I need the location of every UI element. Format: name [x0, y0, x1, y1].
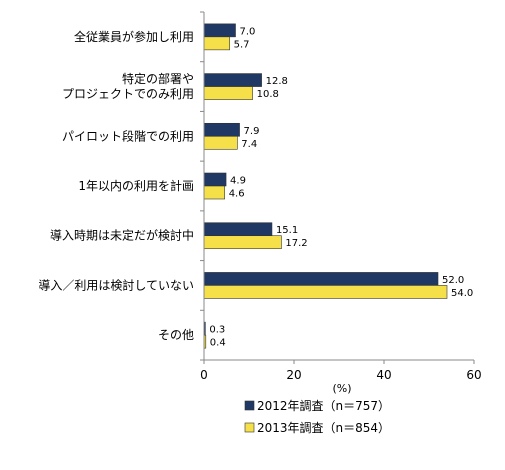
value-label-2013-4: 17.2: [285, 238, 307, 249]
category-label-6: その他: [158, 328, 194, 342]
value-label-2012-3: 4.9: [230, 176, 246, 187]
value-label-2013-3: 4.6: [229, 189, 245, 200]
value-label-2013-6: 0.4: [210, 338, 226, 349]
value-label-2013-0: 5.7: [234, 39, 250, 50]
value-label-2012-1: 12.8: [266, 76, 288, 87]
value-label-2013-2: 7.4: [241, 139, 257, 150]
bar-2013-5: [203, 285, 448, 299]
x-ticks-group: 0 20 40 60: [200, 360, 482, 382]
category-label-1-line1: プロジェクトでのみ利用: [62, 87, 194, 101]
bar-2013-2: [203, 135, 238, 150]
value-label-2012-0: 7.0: [240, 26, 256, 37]
bar-2012-4: [203, 222, 273, 237]
legend-label-2012: 2012年調査（n＝757）: [257, 399, 390, 413]
value-label-2013-5: 54.0: [451, 288, 473, 299]
bar-2012-5: [203, 272, 439, 286]
x-tick-label-0: 0: [200, 368, 208, 382]
bar-2012-2: [203, 122, 240, 137]
category-label-0: 全従業員が参加し利用: [74, 29, 194, 44]
category-label-5: 導入／利用は検討していない: [38, 277, 194, 292]
value-labels-group: 7.0 5.7 12.8 10.8 7.9 7.4 4.9 4.6 15.1 17.2 52.0 54…: [209, 26, 473, 348]
category-label-3: 1年以内の利用を計画: [78, 178, 194, 193]
value-label-2012-5: 52.0: [442, 275, 464, 286]
bar-2013-1: [203, 86, 253, 100]
legend-swatch-2013: [244, 422, 255, 433]
category-label-2: パイロット段階での利用: [62, 128, 194, 143]
category-label-1-line0: 特定の部署や: [122, 71, 194, 86]
bar-2012-3: [203, 172, 227, 187]
x-axis-title: (%): [332, 382, 351, 395]
bar-2012-0: [203, 23, 236, 38]
x-tick-label-20: 20: [286, 368, 301, 382]
legend: 2012年調査（n＝757） 2013年調査（n＝854）: [244, 399, 390, 435]
bar-2013-0: [203, 36, 230, 51]
bar-2013-3: [203, 185, 226, 200]
value-label-2012-4: 15.1: [276, 225, 298, 236]
category-label-4: 導入時期は未定だが検討中: [50, 228, 194, 243]
legend-label-2013: 2013年調査（n＝854）: [257, 421, 390, 435]
value-label-2013-1: 10.8: [257, 89, 279, 100]
bar-2012-1: [203, 73, 262, 87]
legend-swatch-2012: [244, 400, 255, 411]
value-label-2012-6: 0.3: [209, 325, 225, 336]
x-tick-label-40: 40: [376, 368, 391, 382]
value-label-2012-2: 7.9: [244, 126, 260, 137]
x-tick-label-60: 60: [466, 368, 481, 382]
bar-2013-4: [203, 235, 282, 250]
